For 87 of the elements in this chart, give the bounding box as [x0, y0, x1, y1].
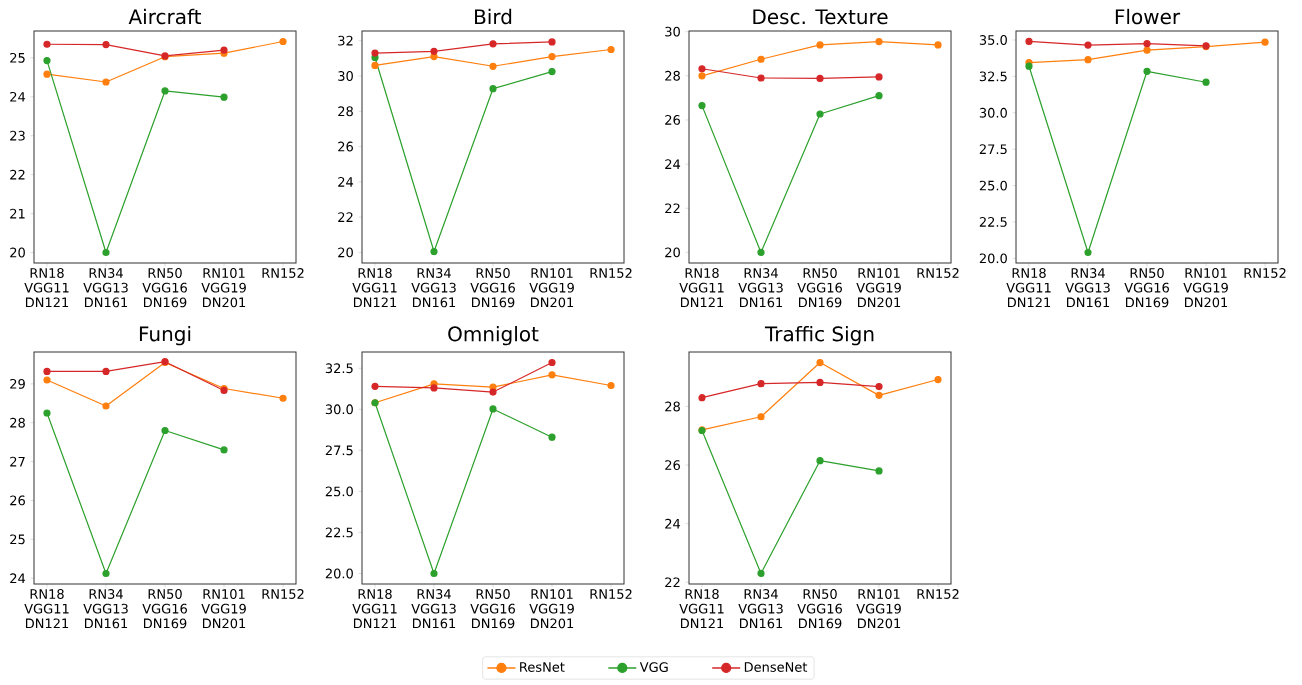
x-tick-label: RN101 VGG19 DN201 — [201, 268, 246, 308]
y-tick-label: 20.0 — [325, 568, 353, 579]
y-tick-label: 24 — [10, 573, 26, 583]
x-tick-label: RN34 VGG13 DN161 — [738, 268, 783, 308]
y-tick-label: 26 — [338, 141, 353, 152]
legend-label: DenseNet — [744, 662, 808, 672]
chart-title: Omniglot — [448, 325, 539, 346]
chart-title: Flower — [1115, 8, 1181, 25]
y-tick-label: 35.0 — [979, 35, 1007, 45]
y-tick-label: 24 — [338, 177, 354, 187]
x-tick-label: RN18 VGG11 DN121 — [24, 268, 69, 308]
x-tick-label: RN152 — [917, 589, 959, 599]
y-tick-label: 26 — [10, 495, 25, 506]
y-tick-label: 32 — [338, 35, 353, 46]
y-tick-label: 28 — [338, 106, 353, 117]
y-tick-label: 28 — [665, 401, 680, 412]
x-tick-label: RN50 VGG16 DN169 — [142, 589, 187, 629]
y-tick-label: 20 — [10, 247, 25, 258]
y-tick-label: 24 — [10, 91, 26, 102]
x-tick-label: RN34 VGG13 DN161 — [83, 589, 128, 629]
chart-title: Aircraft — [128, 8, 202, 25]
chart-title: Traffic Sign — [764, 325, 874, 346]
y-tick-label: 20 — [665, 247, 680, 258]
x-tick-label: RN50 VGG16 DN169 — [797, 589, 842, 629]
legend-label: ResNet — [520, 662, 565, 672]
y-tick-label: 28 — [665, 70, 680, 81]
y-tick-label: 29 — [10, 378, 25, 389]
x-tick-label: RN152 — [262, 589, 304, 599]
x-tick-label: RN18 VGG11 DN121 — [352, 268, 397, 308]
y-tick-label: 25.0 — [325, 486, 353, 497]
x-tick-label: RN34 VGG13 DN161 — [1065, 268, 1110, 308]
x-tick-label: RN18 VGG11 DN121 — [679, 268, 724, 308]
y-tick-label: 30 — [665, 26, 680, 37]
x-tick-label: RN34 VGG13 DN161 — [83, 268, 128, 308]
y-tick-label: 24 — [665, 159, 681, 169]
x-tick-label: RN152 — [590, 268, 632, 278]
x-tick-label: RN18 VGG11 DN121 — [352, 589, 397, 629]
x-tick-label: RN50 VGG16 DN169 — [1124, 268, 1169, 308]
x-tick-label: RN101 VGG19 DN201 — [529, 589, 574, 629]
x-tick-label: RN50 VGG16 DN169 — [797, 268, 842, 308]
y-tick-label: 30 — [338, 71, 353, 81]
y-tick-label: 23 — [10, 130, 25, 141]
y-tick-label: 25.0 — [979, 180, 1007, 191]
x-tick-label: RN18 VGG11 DN121 — [24, 589, 69, 629]
legend-label: VGG — [639, 662, 668, 672]
chart-title: Fungi — [139, 325, 191, 346]
x-tick-label: RN18 VGG11 DN121 — [679, 589, 724, 629]
y-tick-label: 25 — [10, 534, 25, 545]
y-tick-label: 20.0 — [979, 253, 1007, 264]
y-tick-label: 20 — [338, 247, 353, 258]
x-tick-label: RN101 VGG19 DN201 — [1183, 268, 1228, 308]
y-tick-label: 32.5 — [979, 71, 1007, 82]
y-tick-label: 27.5 — [325, 445, 353, 456]
y-tick-label: 22.5 — [325, 527, 353, 538]
x-tick-label: RN50 VGG16 DN169 — [470, 589, 515, 629]
y-tick-label: 24 — [665, 518, 681, 529]
y-tick-label: 27.5 — [979, 144, 1007, 155]
x-tick-label: RN34 VGG13 DN161 — [738, 589, 783, 629]
y-tick-label: 26 — [665, 460, 680, 470]
x-tick-label: RN34 VGG13 DN161 — [411, 589, 456, 629]
y-tick-label: 22 — [10, 169, 25, 180]
y-tick-label: 27 — [10, 456, 25, 467]
chart-title: Desc. Texture — [753, 9, 888, 25]
y-tick-label: 28 — [10, 417, 25, 428]
chart-title: Bird — [475, 8, 512, 25]
y-tick-label: 30.0 — [979, 107, 1007, 118]
x-tick-label: RN50 VGG16 DN169 — [142, 268, 187, 308]
x-tick-label: RN101 VGG19 DN201 — [529, 268, 574, 308]
x-tick-label: RN18 VGG11 DN121 — [1006, 268, 1051, 308]
y-tick-label: 26 — [665, 115, 680, 125]
x-tick-label: RN101 VGG19 DN201 — [856, 589, 901, 629]
y-tick-label: 22 — [665, 203, 680, 214]
y-tick-label: 22.5 — [979, 217, 1007, 227]
y-tick-label: 22 — [665, 577, 680, 588]
x-tick-label: RN101 VGG19 DN201 — [856, 268, 901, 308]
x-tick-label: RN34 VGG13 DN161 — [411, 268, 456, 308]
y-tick-label: 30.0 — [325, 404, 353, 415]
x-tick-label: RN152 — [917, 268, 959, 278]
x-tick-label: RN152 — [1244, 268, 1286, 278]
x-tick-label: RN50 VGG16 DN169 — [470, 268, 515, 308]
x-tick-label: RN152 — [590, 589, 632, 599]
x-tick-label: RN101 VGG19 DN201 — [201, 589, 246, 629]
y-tick-label: 25 — [10, 52, 25, 63]
y-tick-label: 32.5 — [325, 363, 353, 374]
y-tick-label: 21 — [10, 208, 25, 219]
y-tick-label: 22 — [338, 212, 353, 222]
x-tick-label: RN152 — [262, 268, 304, 278]
